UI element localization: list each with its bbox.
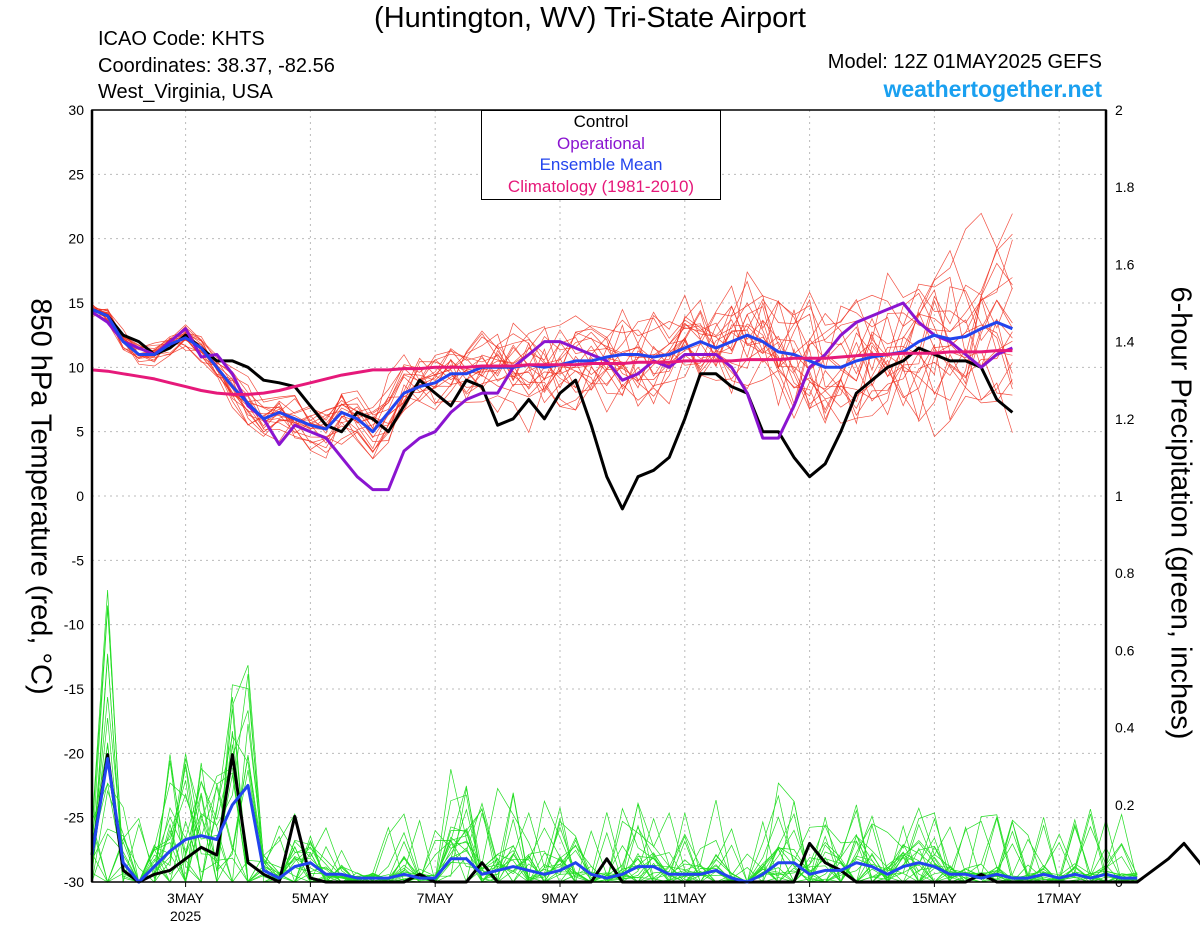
legend: Control Operational Ensemble Mean Climat… xyxy=(481,110,721,200)
member-temp-line xyxy=(91,239,1013,430)
y-right-tick-label: 0.6 xyxy=(1115,642,1135,658)
x-year-label: 2025 xyxy=(170,908,201,924)
y-left-tick-label: -5 xyxy=(72,552,85,568)
control-precip-line xyxy=(90,753,1200,884)
y-left-tick-label: 5 xyxy=(76,424,84,440)
legend-operational: Operational xyxy=(557,133,645,153)
y-left-tick-label: -25 xyxy=(64,810,84,826)
y-left-tick-label: 15 xyxy=(68,295,84,311)
y-right-tick-label: 0.8 xyxy=(1115,565,1135,581)
y-left-tick-label: -30 xyxy=(64,874,84,890)
x-tick-label: 7MAY xyxy=(417,890,455,906)
icao-code: ICAO Code: KHTS xyxy=(98,28,265,50)
site-link[interactable]: weathertogether.net xyxy=(883,76,1102,102)
model-info: Model: 12Z 01MAY2025 GEFS xyxy=(827,51,1102,73)
y-left-tick-label: 30 xyxy=(68,102,84,118)
x-tick-label: 3MAY xyxy=(167,890,205,906)
region: West_Virginia, USA xyxy=(98,81,273,103)
y-right-tick-label: 1.2 xyxy=(1115,411,1135,427)
member-temp-line xyxy=(91,292,1013,433)
member-temp-line xyxy=(91,247,1013,425)
control-temp-line xyxy=(91,308,1014,511)
x-tick-label: 11MAY xyxy=(663,890,707,906)
y-right-tick-label: 1.8 xyxy=(1115,179,1135,195)
y-left-tick-label: 25 xyxy=(68,166,84,182)
y-axis-right-label: 6-hour Precipitation (green, inches) xyxy=(1164,286,1197,740)
member-temp-line xyxy=(91,249,1013,442)
member-precip-line xyxy=(91,708,1138,884)
member-temp-line xyxy=(91,212,1013,453)
x-tick-label: 9MAY xyxy=(541,890,579,906)
y-right-tick-label: 0.4 xyxy=(1115,720,1135,736)
ensemble-mean-precip-line xyxy=(90,757,1138,884)
member-precip-line xyxy=(91,605,1138,883)
legend-climatology: Climatology (1981-2010) xyxy=(507,176,695,196)
climatology-line xyxy=(91,349,1013,396)
y-left-tick-label: 20 xyxy=(68,231,84,247)
coordinates: Coordinates: 38.37, -82.56 xyxy=(98,55,335,77)
y-left-tick-label: -10 xyxy=(64,617,84,633)
legend-ensemble-mean: Ensemble Mean xyxy=(539,155,663,174)
x-tick-label: 13MAY xyxy=(787,890,833,906)
y-axis-left-label: 850 hPa Temperature (red, °C) xyxy=(24,298,57,695)
x-tick-label: 17MAY xyxy=(1037,890,1083,906)
member-precip-line xyxy=(91,589,1138,883)
y-right-tick-label: 2 xyxy=(1115,102,1123,118)
y-left-tick-label: -20 xyxy=(64,745,84,761)
y-right-tick-label: 1.4 xyxy=(1115,334,1135,350)
y-left-tick-label: 10 xyxy=(68,359,84,375)
x-tick-label: 5MAY xyxy=(292,890,330,906)
member-temp-line xyxy=(91,233,1013,454)
member-temp-line xyxy=(91,309,1013,460)
y-left-tick-label: 0 xyxy=(76,488,84,504)
y-right-tick-label: 1.6 xyxy=(1115,256,1135,272)
x-tick-label: 15MAY xyxy=(912,890,958,906)
y-left-tick-label: -15 xyxy=(64,681,84,697)
legend-control: Control xyxy=(573,112,629,131)
chart-title: (Huntington, WV) Tri-State Airport xyxy=(374,2,806,34)
y-right-tick-label: 1 xyxy=(1115,488,1123,504)
member-temp-line xyxy=(91,276,1013,453)
y-right-tick-label: 0.2 xyxy=(1115,797,1135,813)
